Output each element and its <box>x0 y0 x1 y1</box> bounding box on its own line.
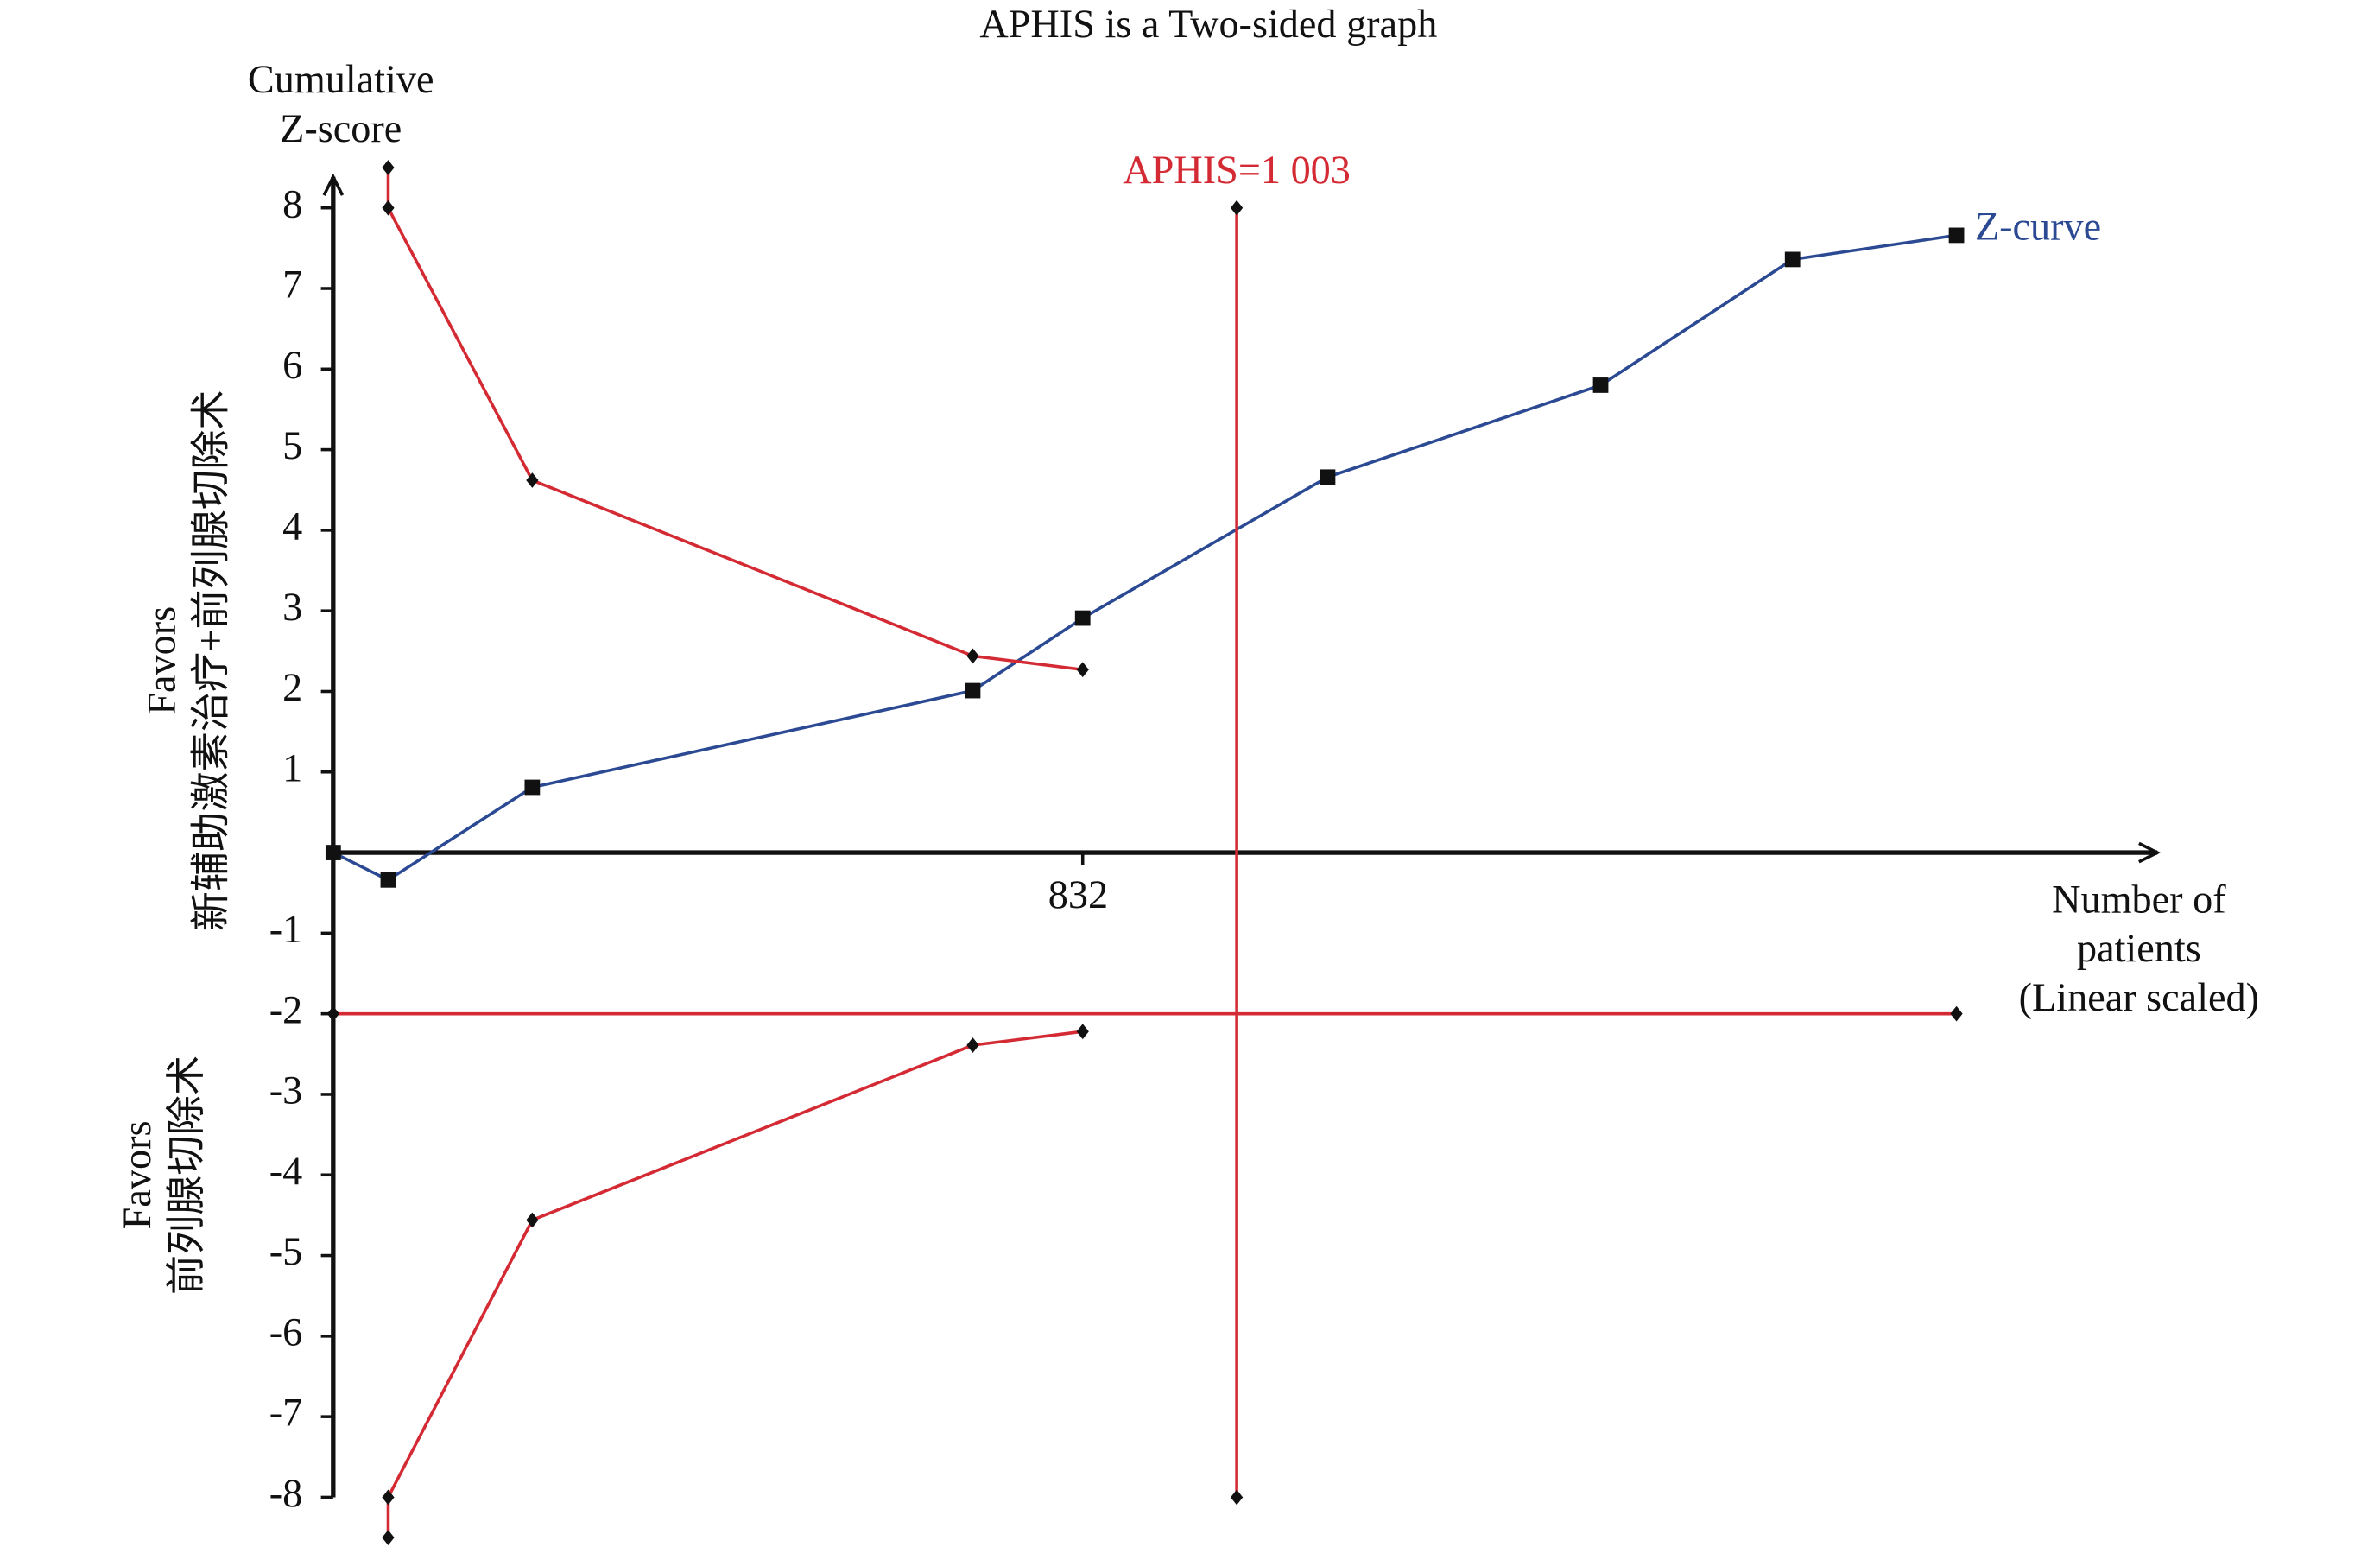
point <box>382 200 395 216</box>
favors-label: 前列腺切除术 <box>164 1056 208 1295</box>
point <box>325 845 341 860</box>
point <box>524 779 541 796</box>
x-axis-label: patients <box>2077 926 2201 970</box>
series-line <box>386 1030 1083 1538</box>
y-tick-label: -6 <box>269 1309 303 1354</box>
y-axis-arrow <box>322 173 345 196</box>
point <box>1948 227 1965 244</box>
y-tick-label: 7 <box>282 263 302 307</box>
y-tick-label: 3 <box>282 585 302 629</box>
point <box>526 1212 539 1228</box>
point <box>380 872 396 888</box>
point <box>965 682 981 699</box>
chart-title: APHIS is a Two-sided graph <box>979 2 1437 46</box>
point <box>382 160 395 175</box>
favors-label: 新辅助激素治疗+前列腺切除术 <box>189 390 233 931</box>
y-axis-label: Z-score <box>280 106 402 150</box>
y-tick-label: -3 <box>269 1068 303 1113</box>
point <box>1784 251 1801 268</box>
y-tick-label: 4 <box>282 504 302 548</box>
y-tick-label: 5 <box>282 423 302 467</box>
y-tick-label: 6 <box>282 343 302 387</box>
y-tick-label: -2 <box>269 987 303 1031</box>
y-tick-label: -4 <box>269 1149 303 1193</box>
favors-label: Favors <box>140 606 184 715</box>
x-axis-label: (Linear scaled) <box>2019 975 2259 1019</box>
point <box>382 1489 395 1506</box>
x-axis-label: Number of <box>2052 877 2226 921</box>
point <box>326 1005 339 1022</box>
series-line <box>386 168 1083 672</box>
series-label: Z-curve <box>1975 205 2101 249</box>
series-line <box>332 233 1957 882</box>
y-axis-label: Cumulative <box>248 57 434 101</box>
point <box>966 1037 979 1053</box>
point <box>1230 200 1244 216</box>
aphis-label: APHIS=1 003 <box>1123 148 1351 192</box>
point <box>1320 469 1336 485</box>
point <box>1592 377 1609 393</box>
y-tick-label: -7 <box>269 1391 303 1435</box>
point <box>1950 1005 1963 1022</box>
y-tick-label: 1 <box>282 745 302 789</box>
favors-label: Favors <box>115 1121 159 1230</box>
x-tick-label: 832 <box>1048 872 1108 916</box>
point <box>1076 662 1089 678</box>
y-tick-label: -1 <box>269 907 303 951</box>
y-tick-label: 8 <box>282 181 302 225</box>
point <box>1230 1489 1244 1506</box>
y-tick-label: -5 <box>269 1229 303 1273</box>
point <box>1076 1024 1089 1040</box>
point <box>966 648 979 664</box>
x-axis-arrow <box>2138 841 2162 864</box>
point <box>1074 610 1091 626</box>
y-tick-label: 2 <box>282 665 302 709</box>
point <box>382 1530 395 1545</box>
y-tick-label: -8 <box>269 1471 303 1515</box>
